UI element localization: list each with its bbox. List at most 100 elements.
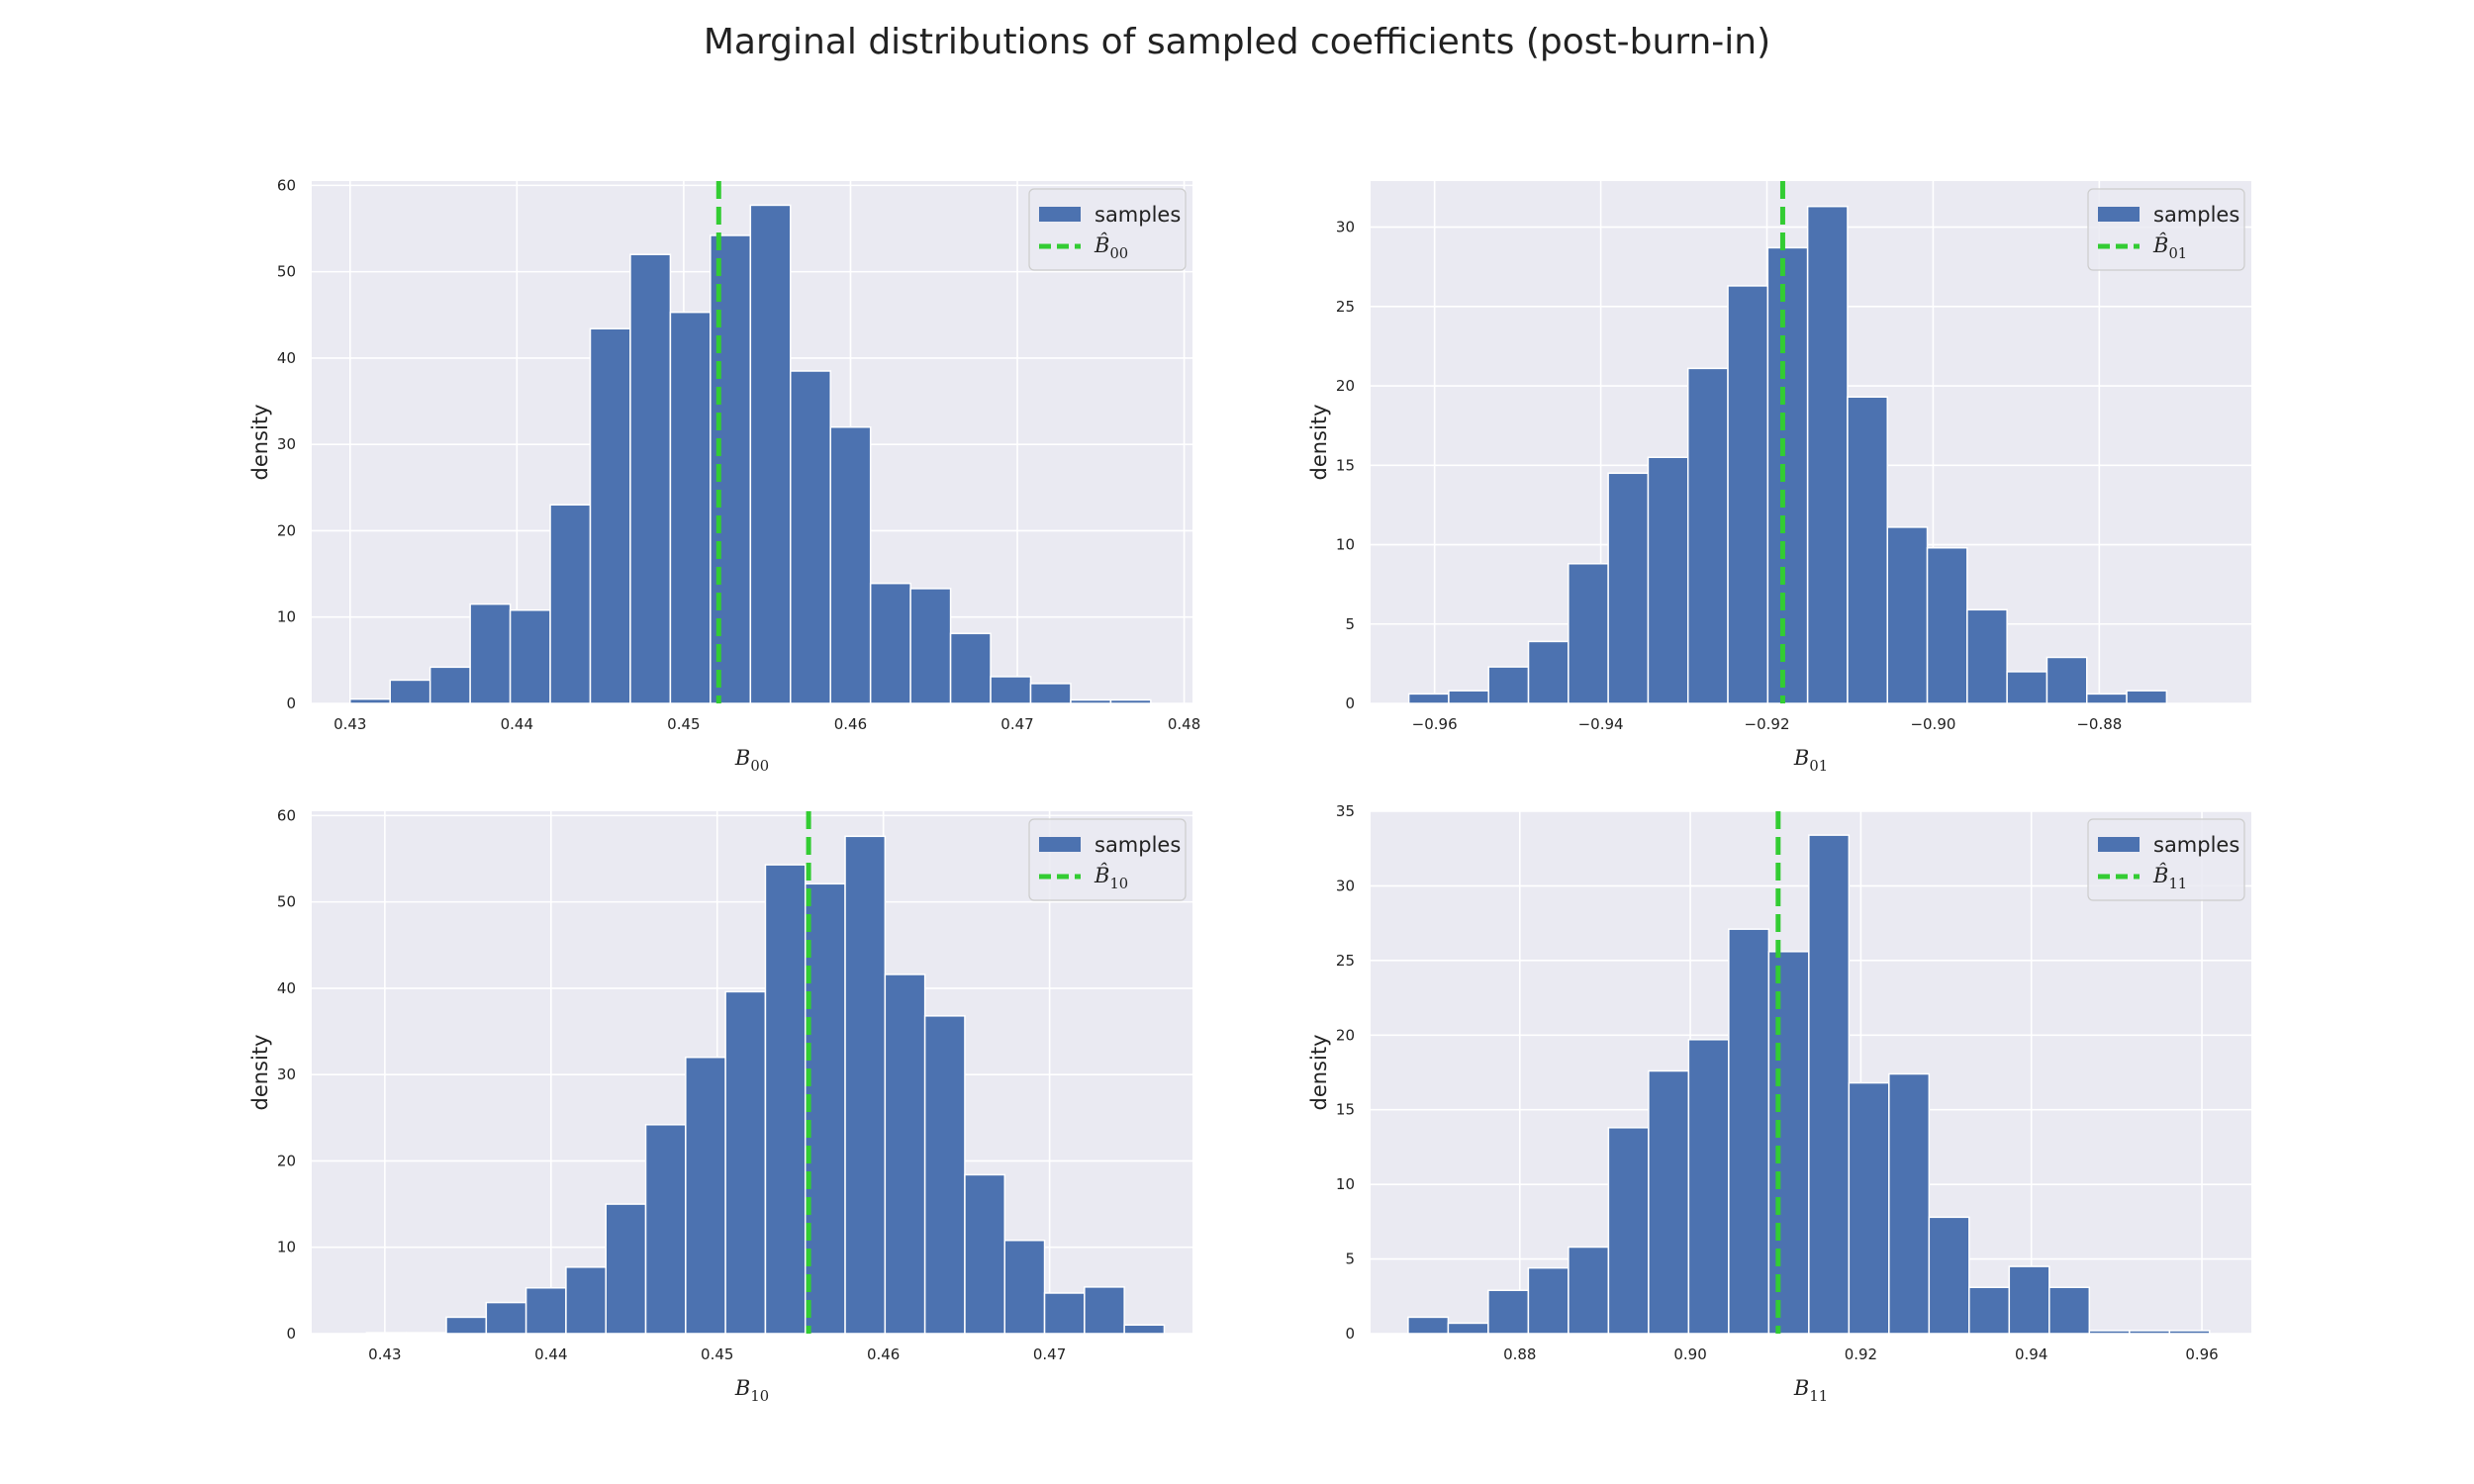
y-tick-label: 0 <box>286 1325 296 1343</box>
x-tick-label: −0.88 <box>2076 715 2122 733</box>
legend-box <box>2087 818 2245 901</box>
x-tick-label: −0.90 <box>1910 715 1955 733</box>
x-tick-label: 0.96 <box>2185 1345 2218 1363</box>
histogram-bar <box>669 311 712 704</box>
histogram-bar <box>964 1173 1005 1335</box>
histogram-bar <box>1607 472 1650 704</box>
histogram-bar <box>2046 656 2088 704</box>
legend-estimate-label: B̂01 <box>2152 233 2187 262</box>
subplot-b10: 0.43 0.44 0.45 0.46 0.47 0 10 20 30 40 50 60 B10 dens… <box>248 806 1192 1405</box>
histogram-bar <box>1487 666 1530 704</box>
histogram-bar <box>1043 1292 1086 1335</box>
histogram-bar <box>2088 1330 2131 1335</box>
legend-samples-label: samples <box>2153 203 2239 227</box>
legend: samples B̂10 <box>1028 818 1187 901</box>
histogram-bar <box>2006 671 2048 704</box>
x-tick-label: 0.47 <box>1033 1345 1066 1363</box>
histogram-bar <box>1607 1127 1650 1335</box>
y-tick-label: 30 <box>1336 877 1355 894</box>
y-tick-label: 5 <box>1345 615 1355 633</box>
y-tick-label: 0 <box>286 695 296 712</box>
x-axis-label: B00 <box>734 746 769 775</box>
histogram-bar <box>909 588 952 704</box>
legend-samples-label: samples <box>1094 203 1181 227</box>
legend-estimate-label: B̂11 <box>2152 864 2187 892</box>
histogram-bar <box>428 666 471 704</box>
histogram-bar <box>749 204 792 704</box>
y-tick-label: 0 <box>1345 695 1355 712</box>
y-tick-label: 20 <box>1336 1026 1355 1044</box>
subplot-b11: 0.88 0.90 0.92 0.94 0.96 0 5 10 15 20 25 30 35 B11 den… <box>1307 802 2251 1405</box>
legend-box <box>1028 188 1187 271</box>
x-tick-label: 0.43 <box>368 1345 401 1363</box>
histogram-bar <box>1767 951 1810 1335</box>
y-tick-label: 5 <box>1345 1251 1355 1268</box>
histogram-bar <box>1806 205 1849 704</box>
x-tick-label: 0.45 <box>667 715 700 733</box>
legend-samples-swatch <box>2098 837 2140 852</box>
x-tick-label: −0.92 <box>1745 715 1790 733</box>
histogram-bar <box>509 608 551 704</box>
y-tick-label: 30 <box>277 435 296 453</box>
y-tick-label: 50 <box>277 263 296 281</box>
x-axis-label: B01 <box>1793 746 1828 775</box>
histogram-bar <box>1123 1324 1166 1335</box>
legend-estimate-label: B̂10 <box>1094 864 1128 892</box>
histogram-bar <box>2008 1265 2050 1335</box>
y-tick-label: 10 <box>277 608 296 626</box>
histogram-bar <box>2126 690 2168 704</box>
y-tick-label: 20 <box>1336 377 1355 395</box>
x-tick-label: 0.44 <box>501 715 533 733</box>
histogram-bar <box>605 1203 647 1335</box>
histogram-bar <box>349 697 391 704</box>
histogram-bar <box>1808 834 1851 1335</box>
x-axis-label: B11 <box>1793 1376 1828 1405</box>
x-tick-label: −0.96 <box>1412 715 1458 733</box>
histogram-bar <box>884 974 926 1335</box>
histogram-bar <box>2048 1286 2091 1335</box>
legend-samples-label: samples <box>2153 833 2239 857</box>
y-tick-label: 60 <box>277 806 296 824</box>
histogram-bar <box>764 864 807 1335</box>
subplot-b00: 0.43 0.44 0.45 0.46 0.47 0.48 0 10 20 30 40 50 60 B00… <box>248 176 1200 775</box>
y-tick-label: 30 <box>1336 219 1355 236</box>
histogram-bar <box>1084 1286 1125 1335</box>
histogram-bar <box>724 990 767 1335</box>
histogram-bar <box>1888 1072 1931 1335</box>
histogram-bar <box>1727 285 1769 704</box>
histogram-bar <box>829 425 872 704</box>
histogram-bar <box>1487 1289 1530 1335</box>
y-axis-label: density <box>248 405 272 481</box>
histogram-bar <box>1926 546 1968 704</box>
histogram-bar <box>1648 1069 1690 1335</box>
x-tick-label: 0.94 <box>2015 1345 2047 1363</box>
histogram-bar <box>1686 367 1729 704</box>
histogram-bar <box>565 1266 607 1335</box>
legend-box <box>1028 818 1187 901</box>
histogram-bar <box>1109 698 1152 704</box>
histogram-bar <box>2129 1330 2171 1335</box>
histogram-bar <box>1029 683 1072 704</box>
legend-samples-label: samples <box>1094 833 1181 857</box>
y-tick-label: 40 <box>277 349 296 367</box>
y-tick-label: 50 <box>277 893 296 911</box>
histogram-bar <box>1407 693 1450 704</box>
histogram-bar <box>445 1316 488 1335</box>
y-tick-label: 25 <box>1336 952 1355 970</box>
histogram-bar <box>1848 1081 1890 1335</box>
histogram-bar <box>1527 1266 1570 1335</box>
histogram-bar <box>1527 640 1570 704</box>
histogram-bar <box>1766 246 1809 704</box>
histogram-bar <box>1407 1316 1450 1335</box>
x-tick-label: 0.43 <box>333 715 366 733</box>
histogram-bar <box>990 676 1032 704</box>
y-tick-label: 0 <box>1345 1325 1355 1343</box>
y-tick-label: 35 <box>1336 802 1355 820</box>
y-tick-label: 20 <box>277 1152 296 1169</box>
histogram-bar <box>2086 693 2128 704</box>
legend: samples B̂00 <box>1028 188 1187 271</box>
histogram-bar <box>629 253 672 704</box>
legend-estimate-label: B̂00 <box>1094 233 1128 262</box>
histogram-bar <box>549 504 592 704</box>
